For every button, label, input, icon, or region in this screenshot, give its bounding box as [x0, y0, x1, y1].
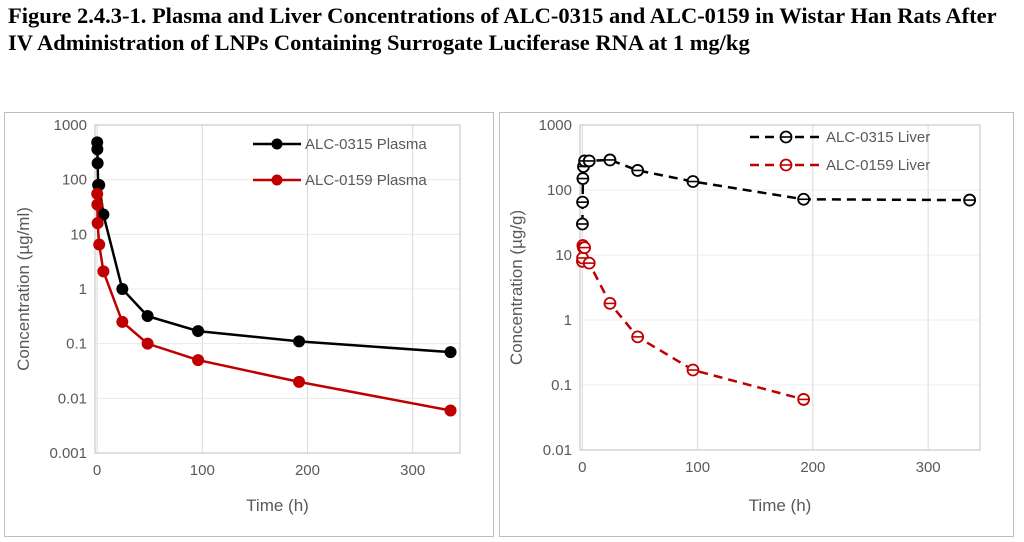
x-tick-label: 300 [916, 459, 941, 476]
legend-alc-0315-plasma-label: ALC-0315 Plasma [305, 136, 427, 153]
alc-0315-plasma-point [293, 335, 306, 348]
legend-alc-0315-liver-label: ALC-0315 Liver [826, 129, 930, 146]
legend-alc-0159-plasma-marker [271, 174, 283, 186]
liver-chart-panel: 0.01 0.1 1 10 100 1000 0 100 200 300 Time (h) Conce… [499, 112, 1014, 537]
y-tick-label: 0.1 [551, 377, 572, 394]
x-tick-label: 100 [190, 462, 215, 479]
y-tick-label: 10 [555, 247, 572, 264]
plasma-chart: 0.001 0.01 0.1 1 10 100 1000 0 100 200 300 Time (h)… [14, 117, 461, 515]
alc-0159-liver-line [581, 245, 804, 401]
alc-0159-plasma-point [97, 265, 110, 278]
alc-0315-plasma-point [91, 143, 104, 156]
x-axis-title: Time (h) [749, 496, 812, 515]
y-tick-label: 0.1 [66, 336, 87, 353]
y-axis-title: Concentration (µg/g) [507, 210, 526, 365]
y-tick-label: 0.01 [543, 442, 572, 459]
alc-0159-plasma-point [293, 375, 306, 388]
legend: ALC-0315 Plasma ALC-0159 Plasma [253, 136, 427, 189]
x-tick-label: 0 [93, 462, 101, 479]
plot-area [579, 124, 981, 451]
alc-0159-plasma-point [91, 198, 104, 211]
alc-0315-plasma-point [192, 325, 205, 338]
y-tick-label: 100 [547, 182, 572, 199]
y-tick-label: 1 [79, 281, 87, 298]
alc-0159-plasma-point [192, 354, 205, 367]
y-tick-label: 10 [70, 226, 87, 243]
x-tick-label: 200 [800, 459, 825, 476]
y-tick-label: 1000 [54, 117, 87, 134]
x-axis-title: Time (h) [246, 496, 309, 515]
x-tick-label: 300 [400, 462, 425, 479]
x-tick-label: 0 [578, 459, 586, 476]
x-tick-label: 200 [295, 462, 320, 479]
plasma-chart-panel: 0.001 0.01 0.1 1 10 100 1000 0 100 200 300 Time (h)… [4, 112, 494, 537]
legend: ALC-0315 Liver ALC-0159 Liver [750, 129, 930, 174]
y-axis-title: Concentration (µg/ml) [14, 207, 33, 371]
alc-0315-plasma-point [91, 157, 104, 170]
y-tick-label: 0.001 [49, 445, 87, 462]
y-tick-label: 1000 [539, 117, 572, 134]
y-tick-label: 100 [62, 172, 87, 189]
y-tick-label: 1 [564, 312, 572, 329]
y-tick-label: 0.01 [58, 390, 87, 407]
figure-title: Figure 2.4.3-1. Plasma and Liver Concent… [8, 3, 997, 55]
liver-chart: 0.01 0.1 1 10 100 1000 0 100 200 300 Time (h) Conce… [507, 117, 981, 515]
alc-0159-plasma-point [116, 315, 129, 328]
alc-0159-plasma-point [444, 404, 457, 417]
alc-0159-plasma-point [141, 337, 154, 350]
alc-0159-plasma-point [91, 217, 104, 230]
alc-0159-plasma-point [91, 187, 104, 200]
plot-area [94, 124, 461, 454]
alc-0315-plasma-point [141, 310, 154, 323]
alc-0315-plasma-point [116, 283, 129, 295]
alc-0315-plasma-point [444, 346, 457, 359]
x-tick-label: 100 [685, 459, 710, 476]
alc-0159-plasma-point [93, 238, 106, 251]
legend-alc-0159-plasma-label: ALC-0159 Plasma [305, 172, 427, 189]
alc-0159-plasma-line [95, 193, 451, 412]
legend-alc-0159-liver-label: ALC-0159 Liver [826, 157, 930, 174]
legend-alc-0315-plasma-marker [271, 138, 283, 150]
